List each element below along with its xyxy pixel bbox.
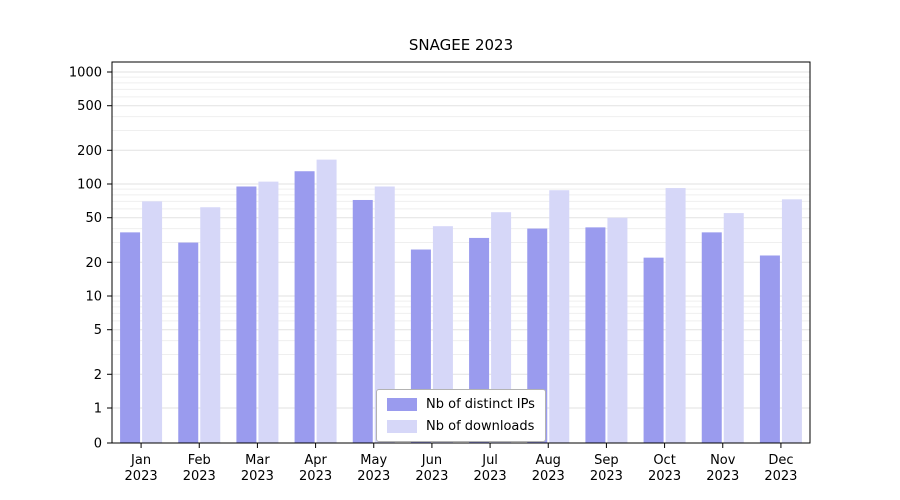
x-tick-label-year: 2023 — [706, 469, 739, 484]
y-tick-label: 2 — [94, 368, 102, 383]
x-tick-label-month: Sep — [594, 453, 619, 468]
y-tick-label: 1000 — [69, 66, 102, 81]
legend-item-distinct-ips: Nb of distinct IPs — [387, 397, 535, 412]
legend-label-distinct-ips: Nb of distinct IPs — [426, 397, 535, 412]
x-tick-label-year: 2023 — [415, 469, 448, 484]
x-tick-label-month: Oct — [653, 453, 675, 468]
x-tick-label-year: 2023 — [532, 469, 565, 484]
bar-downloads — [723, 213, 744, 443]
bar-downloads — [200, 207, 221, 443]
y-tick-label: 20 — [85, 256, 102, 271]
legend: Nb of distinct IPs Nb of downloads — [376, 389, 546, 442]
bar-distinct-ips — [294, 171, 315, 443]
plot-border — [111, 61, 811, 444]
chart-title: SNAGEE 2023 — [408, 36, 514, 54]
bar-distinct-ips — [585, 227, 606, 443]
y-tick-label: 0 — [94, 437, 102, 452]
y-tick-label: 1 — [94, 402, 102, 417]
x-tick-label-month: Feb — [188, 453, 211, 468]
x-tick-label-month: Nov — [710, 453, 736, 468]
x-tick-label-year: 2023 — [764, 469, 797, 484]
bar-distinct-ips — [352, 199, 373, 443]
y-tick-label: 100 — [77, 178, 102, 193]
x-tick-label-year: 2023 — [357, 469, 390, 484]
bar-distinct-ips — [701, 232, 722, 443]
bar-distinct-ips — [120, 232, 141, 443]
x-tick-label-month: Jan — [130, 453, 151, 468]
bar-downloads — [374, 186, 395, 444]
bar-distinct-ips — [643, 257, 664, 443]
bar-downloads — [665, 188, 686, 443]
bar-distinct-ips — [178, 242, 199, 443]
x-tick-label-year: 2023 — [125, 469, 158, 484]
bar-downloads — [432, 226, 453, 443]
bar-distinct-ips — [759, 255, 780, 443]
y-tick-label: 10 — [85, 290, 102, 305]
bar-downloads — [316, 159, 337, 444]
y-tick-label: 5 — [94, 323, 102, 338]
bar-distinct-ips — [236, 186, 257, 444]
x-tick-label-year: 2023 — [590, 469, 623, 484]
x-tick-label-month: Apr — [304, 453, 327, 468]
bar-downloads — [549, 190, 570, 443]
bar-downloads — [607, 217, 628, 443]
bar-downloads — [781, 199, 802, 443]
x-tick-label-month: Jun — [421, 453, 442, 468]
bar-downloads — [491, 212, 512, 443]
y-tick-label: 200 — [77, 144, 102, 159]
x-tick-label-month: Mar — [245, 453, 270, 468]
x-tick-label-month: Jul — [481, 453, 498, 468]
x-tick-label-year: 2023 — [474, 469, 507, 484]
bar-downloads — [142, 201, 163, 443]
x-tick-label-month: May — [360, 453, 387, 468]
bar-downloads — [258, 181, 279, 443]
legend-swatch-distinct-ips — [387, 398, 417, 411]
y-tick-label: 50 — [85, 211, 102, 226]
legend-swatch-downloads — [387, 420, 417, 433]
x-tick-label-year: 2023 — [299, 469, 332, 484]
legend-item-downloads: Nb of downloads — [387, 419, 535, 434]
x-tick-label-year: 2023 — [241, 469, 274, 484]
x-tick-label-year: 2023 — [183, 469, 216, 484]
legend-label-downloads: Nb of downloads — [426, 419, 535, 434]
x-tick-label-month: Dec — [768, 453, 793, 468]
x-tick-label-year: 2023 — [648, 469, 681, 484]
x-tick-label-month: Aug — [536, 453, 561, 468]
y-tick-label: 500 — [77, 99, 102, 114]
